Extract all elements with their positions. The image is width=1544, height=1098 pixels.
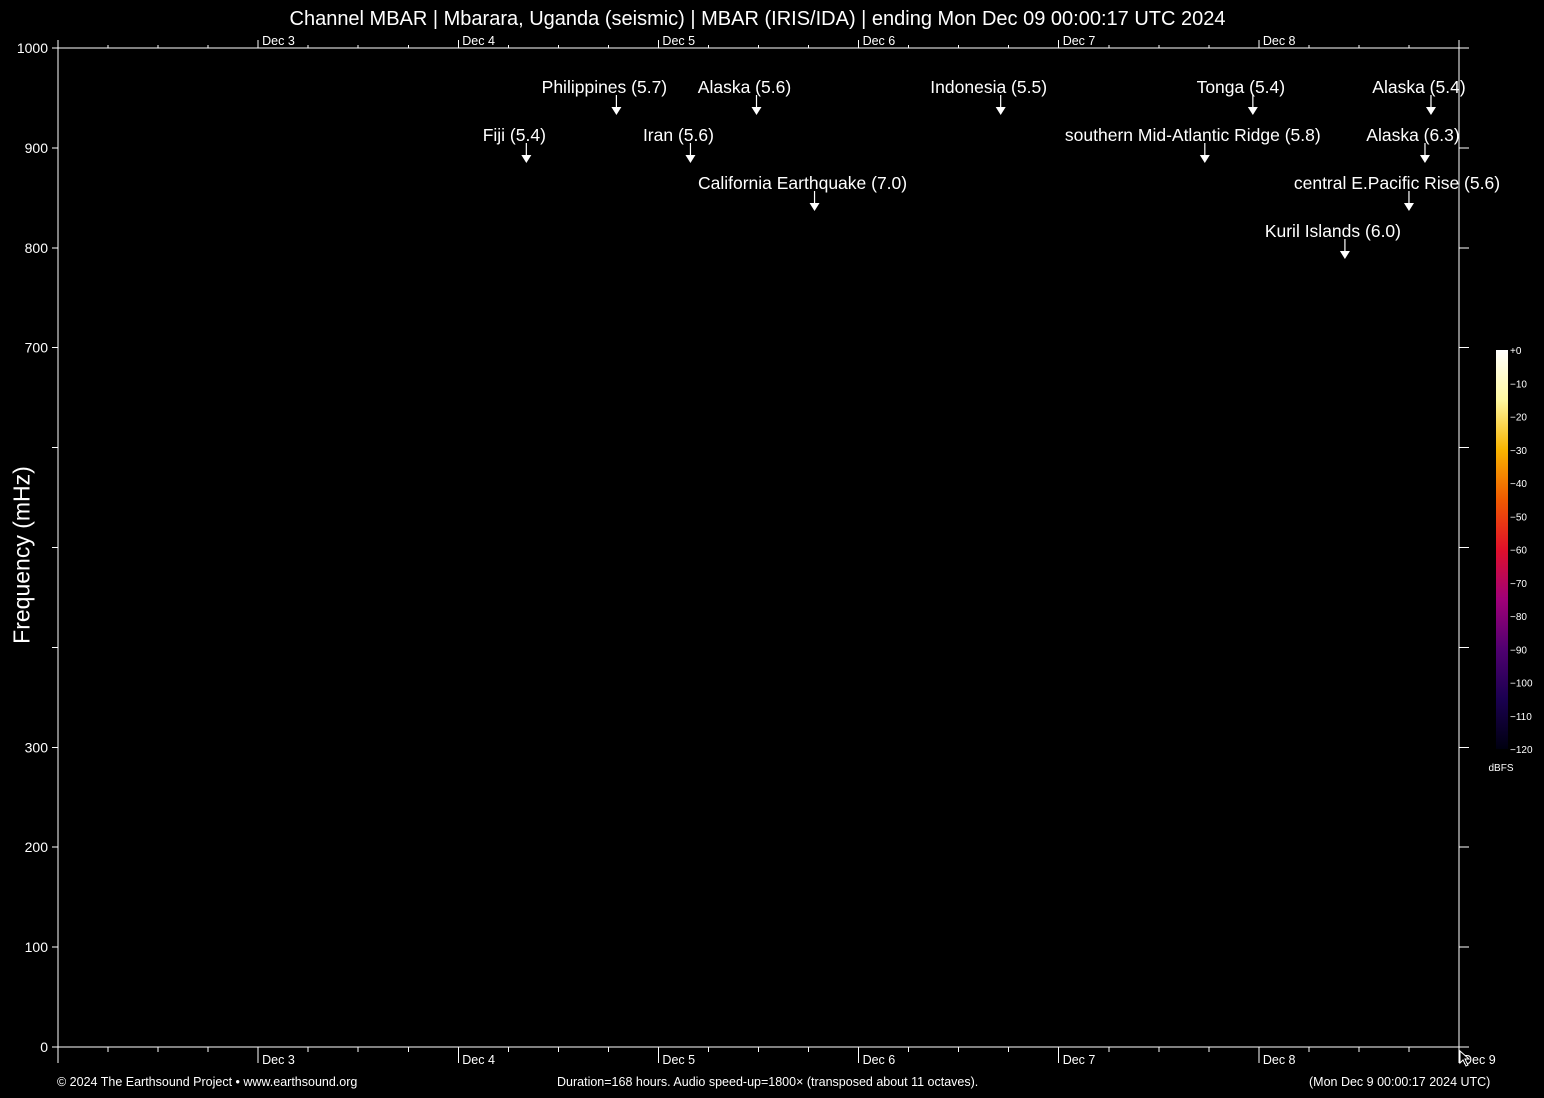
event-annotation-label: southern Mid-Atlantic Ridge (5.8)	[1065, 125, 1321, 145]
colorbar-tick-label: −80	[1510, 612, 1527, 623]
x-tick-label: Dec 7	[1063, 1053, 1096, 1067]
y-tick-label: 1000	[17, 40, 48, 56]
y-tick-label: 0	[40, 1039, 48, 1055]
y-tick-label: 200	[25, 839, 49, 855]
event-annotation-label: Alaska (6.3)	[1366, 125, 1459, 145]
event-annotation-label: Kuril Islands (6.0)	[1265, 221, 1401, 241]
x-tick-label: Dec 5	[662, 1053, 695, 1067]
event-arrow-head	[751, 107, 762, 115]
event-arrow-head	[521, 155, 532, 163]
colorbar-tick-label: −110	[1510, 712, 1532, 723]
colorbar-tick-label: −70	[1510, 579, 1527, 590]
event-annotation-label: Alaska (5.6)	[698, 77, 791, 97]
x-tick-label: Dec 8	[1263, 1053, 1296, 1067]
x-tick-label: Dec 9	[1463, 1053, 1496, 1067]
event-arrow-head	[1425, 107, 1436, 115]
colorbar-label: dBFS	[1488, 763, 1513, 774]
cursor-icon	[1459, 1049, 1471, 1067]
colorbar	[1496, 350, 1508, 749]
footer-copyright: © 2024 The Earthsound Project • www.eart…	[57, 1075, 358, 1089]
event-arrow-head	[995, 107, 1006, 115]
event-arrow-head	[1199, 155, 1210, 163]
x-top-tick-label: Dec 7	[1063, 34, 1096, 48]
event-arrow-head	[1403, 203, 1414, 211]
x-tick-label: Dec 3	[262, 1053, 295, 1067]
y-tick-label: 700	[25, 340, 49, 356]
colorbar-tick-label: +0	[1510, 346, 1522, 357]
colorbar-tick-label: −50	[1510, 512, 1527, 523]
event-arrow-head	[1339, 251, 1350, 259]
colorbar-tick-label: −100	[1510, 679, 1533, 690]
event-annotation-label: Fiji (5.4)	[483, 125, 546, 145]
event-arrow-head	[1247, 107, 1258, 115]
event-annotation-label: Alaska (5.4)	[1372, 77, 1465, 97]
event-annotation-label: Philippines (5.7)	[542, 77, 667, 97]
y-tick-label: 800	[25, 240, 49, 256]
event-arrow-head	[1419, 155, 1430, 163]
colorbar-tick-label: −10	[1510, 379, 1527, 390]
event-annotation-label: California Earthquake (7.0)	[698, 173, 907, 193]
event-annotation-label: Indonesia (5.5)	[930, 77, 1047, 97]
event-annotation-label: Iran (5.6)	[643, 125, 714, 145]
x-top-tick-label: Dec 5	[662, 34, 695, 48]
colorbar-tick-label: −40	[1510, 479, 1527, 490]
colorbar-tick-label: −90	[1510, 645, 1527, 656]
x-tick-label: Dec 4	[462, 1053, 495, 1067]
y-tick-label: 900	[25, 140, 49, 156]
x-top-tick-label: Dec 4	[462, 34, 495, 48]
footer-timestamp: (Mon Dec 9 00:00:17 2024 UTC)	[1309, 1075, 1491, 1089]
colorbar-tick-label: −120	[1510, 745, 1533, 756]
x-top-tick-label: Dec 8	[1263, 34, 1296, 48]
event-annotation-label: Tonga (5.4)	[1197, 77, 1286, 97]
colorbar-tick-label: −30	[1510, 446, 1527, 457]
x-tick-label: Dec 6	[863, 1053, 896, 1067]
y-tick-label: 100	[25, 939, 49, 955]
x-top-tick-label: Dec 6	[863, 34, 896, 48]
y-axis-label: Frequency (mHz)	[8, 466, 35, 644]
y-tick-label: 300	[25, 739, 49, 755]
chart-title: Channel MBAR | Mbarara, Uganda (seismic)…	[289, 8, 1226, 30]
x-top-tick-label: Dec 3	[262, 34, 295, 48]
event-arrow-head	[611, 107, 622, 115]
footer-duration: Duration=168 hours. Audio speed-up=1800×…	[557, 1075, 979, 1089]
plot-area	[58, 48, 1459, 1047]
event-arrow-head	[809, 203, 820, 211]
colorbar-tick-label: −60	[1510, 546, 1527, 557]
event-arrow-head	[685, 155, 696, 163]
event-annotation-label: central E.Pacific Rise (5.6)	[1294, 173, 1500, 193]
colorbar-tick-label: −20	[1510, 413, 1527, 424]
